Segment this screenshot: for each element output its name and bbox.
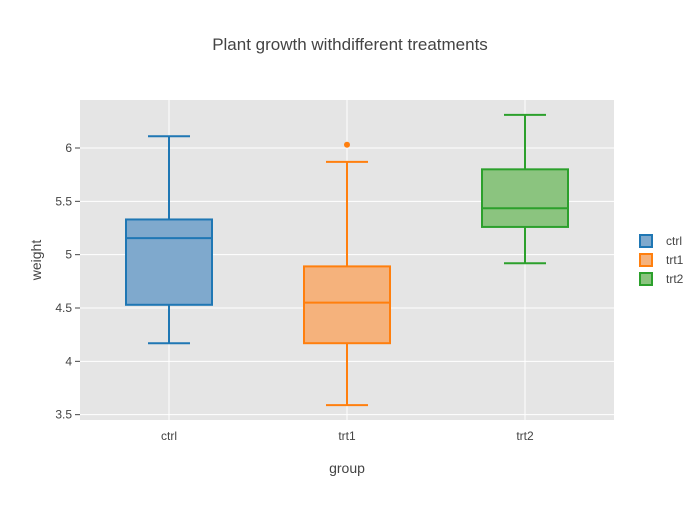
legend-swatch bbox=[639, 272, 653, 286]
x-tick-label: ctrl bbox=[161, 429, 177, 443]
legend: ctrl trt1 trt2 bbox=[639, 234, 684, 286]
y-tick-label: 3.5 bbox=[55, 408, 72, 422]
outlier-point bbox=[344, 141, 350, 148]
y-tick-label: 5.5 bbox=[55, 194, 72, 208]
box-iqr bbox=[125, 218, 213, 306]
legend-swatch bbox=[639, 234, 653, 248]
legend-label: trt1 bbox=[666, 253, 684, 267]
chart-title: Plant growth withdifferent treatments bbox=[212, 35, 488, 54]
legend-item-trt1[interactable]: trt1 bbox=[639, 253, 684, 267]
box-trt2 bbox=[481, 113, 569, 265]
y-tick-label: 5 bbox=[65, 248, 72, 262]
x-tick-label: trt1 bbox=[338, 429, 356, 443]
box-series-layer bbox=[125, 113, 569, 407]
y-axis-ticks: 3.5 4 4.5 5 5.5 6 bbox=[55, 141, 80, 422]
legend-label: trt2 bbox=[666, 272, 684, 286]
legend-item-ctrl[interactable]: ctrl bbox=[639, 234, 682, 248]
x-tick-label: trt2 bbox=[516, 429, 534, 443]
legend-swatch bbox=[639, 253, 653, 267]
x-axis-label: group bbox=[329, 460, 365, 476]
y-axis-label: weight bbox=[28, 240, 44, 282]
box-iqr bbox=[481, 168, 569, 228]
box-iqr bbox=[303, 265, 391, 345]
x-axis-ticks: ctrl trt1 trt2 bbox=[161, 429, 534, 443]
legend-label: ctrl bbox=[666, 234, 682, 248]
y-tick-label: 6 bbox=[65, 141, 72, 155]
y-tick-label: 4 bbox=[65, 354, 72, 368]
legend-item-trt2[interactable]: trt2 bbox=[639, 272, 684, 286]
box-ctrl bbox=[125, 135, 213, 345]
y-tick-label: 4.5 bbox=[55, 301, 72, 315]
box-trt1 bbox=[303, 141, 391, 407]
